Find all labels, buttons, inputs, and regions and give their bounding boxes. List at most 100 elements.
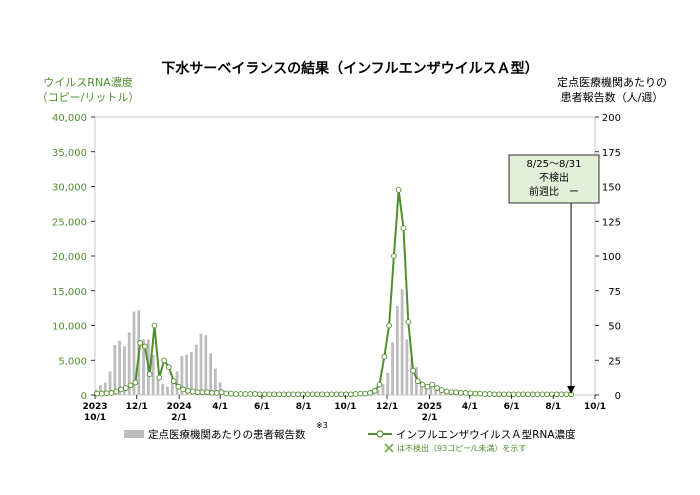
rna-point (146, 371, 153, 377)
legend-bar-note: ※3 (316, 421, 328, 430)
left-tick-label: 30,000 (52, 183, 87, 194)
rna-point (199, 389, 206, 396)
right-axis-ticks: 0 25 50 75 100 125 150 175 200 (595, 113, 621, 402)
rna-point (161, 357, 167, 364)
rna-point (122, 385, 129, 391)
rna-point (343, 391, 349, 398)
patient-bar (156, 378, 160, 395)
right-axis-label-line2: 患者報告数（人/週） (561, 91, 664, 104)
rna-point (443, 388, 450, 395)
rna-point (228, 390, 234, 397)
rna-point (563, 391, 570, 398)
patient-bar (391, 342, 394, 395)
left-tick-label: 15,000 (52, 287, 87, 298)
x-tick-label: 2025 (417, 402, 442, 412)
patient-bar (118, 340, 122, 395)
patient-bar (142, 339, 145, 395)
rna-point (142, 343, 148, 350)
patient-bar (386, 372, 390, 395)
rna-point (381, 353, 388, 360)
rna-point (108, 390, 115, 396)
patient-bar (103, 382, 107, 395)
rna-point (376, 381, 383, 388)
legend-bar-label: 定点医療機関あたりの患者報告数 (148, 428, 306, 441)
latest-week-annotation: 8/25～8/31 不検出 前週比 ー (508, 154, 600, 394)
patient-bar (405, 339, 409, 395)
patient-bar (424, 385, 428, 395)
patient-bar (151, 354, 155, 395)
rna-point (127, 382, 134, 389)
right-tick-label: 50 (608, 322, 621, 333)
patient-bar (113, 344, 117, 395)
rna-point (467, 390, 474, 397)
patient-bar (161, 383, 165, 395)
rna-point (256, 391, 263, 398)
rna-point (175, 383, 182, 390)
patient-bar (180, 356, 184, 395)
rna-point (367, 390, 373, 396)
patient-bar (199, 333, 203, 395)
x-tick-label-sub: 2/1 (171, 413, 187, 423)
x-tick-label: 12/1 (376, 402, 398, 412)
rna-point (94, 390, 100, 397)
rna-point (194, 389, 201, 396)
rna-point (218, 389, 225, 396)
rna-point (103, 390, 110, 397)
chart-title: 下水サーベイランスの結果（インフルエンザウイルスＡ型） (161, 60, 538, 77)
rna-point (391, 253, 397, 259)
patient-bar (175, 371, 179, 395)
rna-point (209, 390, 215, 396)
left-axis-label-line1: ウイルスRNA濃度 (43, 75, 132, 89)
patient-bar (209, 353, 212, 395)
rna-point (534, 391, 541, 398)
rna-point (525, 391, 531, 398)
x-tick-label: 10/1 (334, 402, 356, 412)
rna-point (357, 390, 364, 397)
patient-bar (410, 357, 414, 395)
rna-point (505, 391, 512, 398)
rna-point (113, 388, 120, 395)
rna-point (166, 364, 172, 371)
left-tick-label: 20,000 (52, 252, 87, 263)
rna-point (223, 390, 230, 397)
rna-point (132, 379, 139, 386)
rna-point (204, 389, 211, 396)
x-tick-label: 10/1 (584, 402, 606, 412)
rna-point (429, 381, 436, 388)
rna-point (491, 391, 498, 398)
patient-bar (108, 371, 112, 395)
rna-point (276, 391, 282, 398)
rna-point (170, 378, 177, 384)
non-detect-x-icon (384, 443, 394, 453)
rna-point (213, 390, 220, 396)
rna-point (319, 391, 325, 398)
patient-bar (439, 390, 442, 395)
left-tick-label: 10,000 (52, 322, 87, 333)
rna-point (285, 391, 292, 398)
rna-point (300, 391, 306, 398)
x-tick-label-sub: 10/1 (84, 413, 106, 423)
rna-point (400, 225, 407, 232)
annotation-period: 8/25～8/31 (527, 159, 582, 170)
x-tick-label: 2024 (167, 402, 192, 412)
rna-point (410, 367, 416, 374)
rna-point (137, 340, 143, 346)
left-axis-label-line2: （コピー/リットル） (37, 91, 140, 104)
rna-point (438, 387, 445, 393)
rna-point (189, 388, 196, 395)
rna-point (501, 391, 507, 398)
left-tick-label: 5,000 (58, 356, 87, 367)
rna-point (477, 390, 483, 397)
x-tick-label: 6/1 (254, 402, 270, 412)
patient-bar (419, 381, 423, 395)
right-axis-label-line1: 定点医療機関あたりの (557, 75, 667, 89)
right-tick-label: 200 (602, 113, 621, 124)
rna-point (304, 391, 311, 398)
patient-bars (94, 289, 572, 396)
rna-point (371, 387, 378, 394)
rna-point (290, 391, 297, 398)
patient-bar (166, 386, 169, 395)
rna-point (261, 391, 268, 398)
